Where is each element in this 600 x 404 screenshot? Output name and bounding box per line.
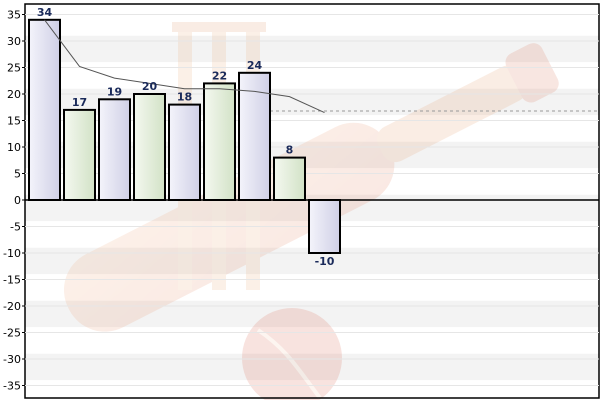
data-labels: 34 17 19 20 18 22 24 8 -10 <box>37 6 335 268</box>
bar <box>98 98 131 201</box>
y-axis: 35 30 25 20 15 10 5 0 -5 -10 -15 -20 -25 -30 -35 <box>3 9 599 393</box>
y-tick-label: 20 <box>7 88 21 101</box>
y-tick-label: 30 <box>7 35 21 48</box>
bar <box>28 18 61 201</box>
data-label: 24 <box>247 59 263 72</box>
bar <box>63 108 96 201</box>
bar <box>133 93 166 201</box>
y-tick-label: 0 <box>14 194 21 207</box>
y-tick-label: -35 <box>3 380 21 393</box>
data-label: 8 <box>286 144 294 157</box>
trend-polyline <box>44 19 325 114</box>
background-band <box>25 62 599 89</box>
bar <box>203 82 236 201</box>
y-tick-label: -25 <box>3 327 21 340</box>
data-label: -10 <box>315 255 335 268</box>
y-tick-label: 5 <box>14 168 21 181</box>
plot-frame <box>24 3 600 399</box>
background-band <box>25 35 599 63</box>
y-tick-label: 10 <box>7 141 21 154</box>
y-tick-label: -5 <box>10 221 21 234</box>
y-tick-label: 15 <box>7 115 21 128</box>
data-label: 20 <box>142 80 158 93</box>
bars <box>28 18 341 254</box>
bar <box>273 156 306 202</box>
data-label: 19 <box>107 85 122 98</box>
y-tick-label: 35 <box>7 9 21 22</box>
bar <box>238 71 271 201</box>
background-band <box>25 353 599 381</box>
y-tick-label: -15 <box>3 274 21 287</box>
y-tick-label: 25 <box>7 62 21 75</box>
data-label: 18 <box>177 91 192 104</box>
bar <box>308 199 341 254</box>
trend-line <box>44 19 325 114</box>
y-tick-label: -30 <box>3 353 21 366</box>
background-band <box>25 9 599 36</box>
y-tick-label: -20 <box>3 300 21 313</box>
data-label: 17 <box>72 96 87 109</box>
background-band <box>25 327 599 354</box>
background-band <box>25 380 599 398</box>
data-label: 22 <box>212 69 227 82</box>
bar <box>168 103 201 201</box>
data-label: 34 <box>37 6 53 19</box>
y-tick-label: -10 <box>3 247 21 260</box>
